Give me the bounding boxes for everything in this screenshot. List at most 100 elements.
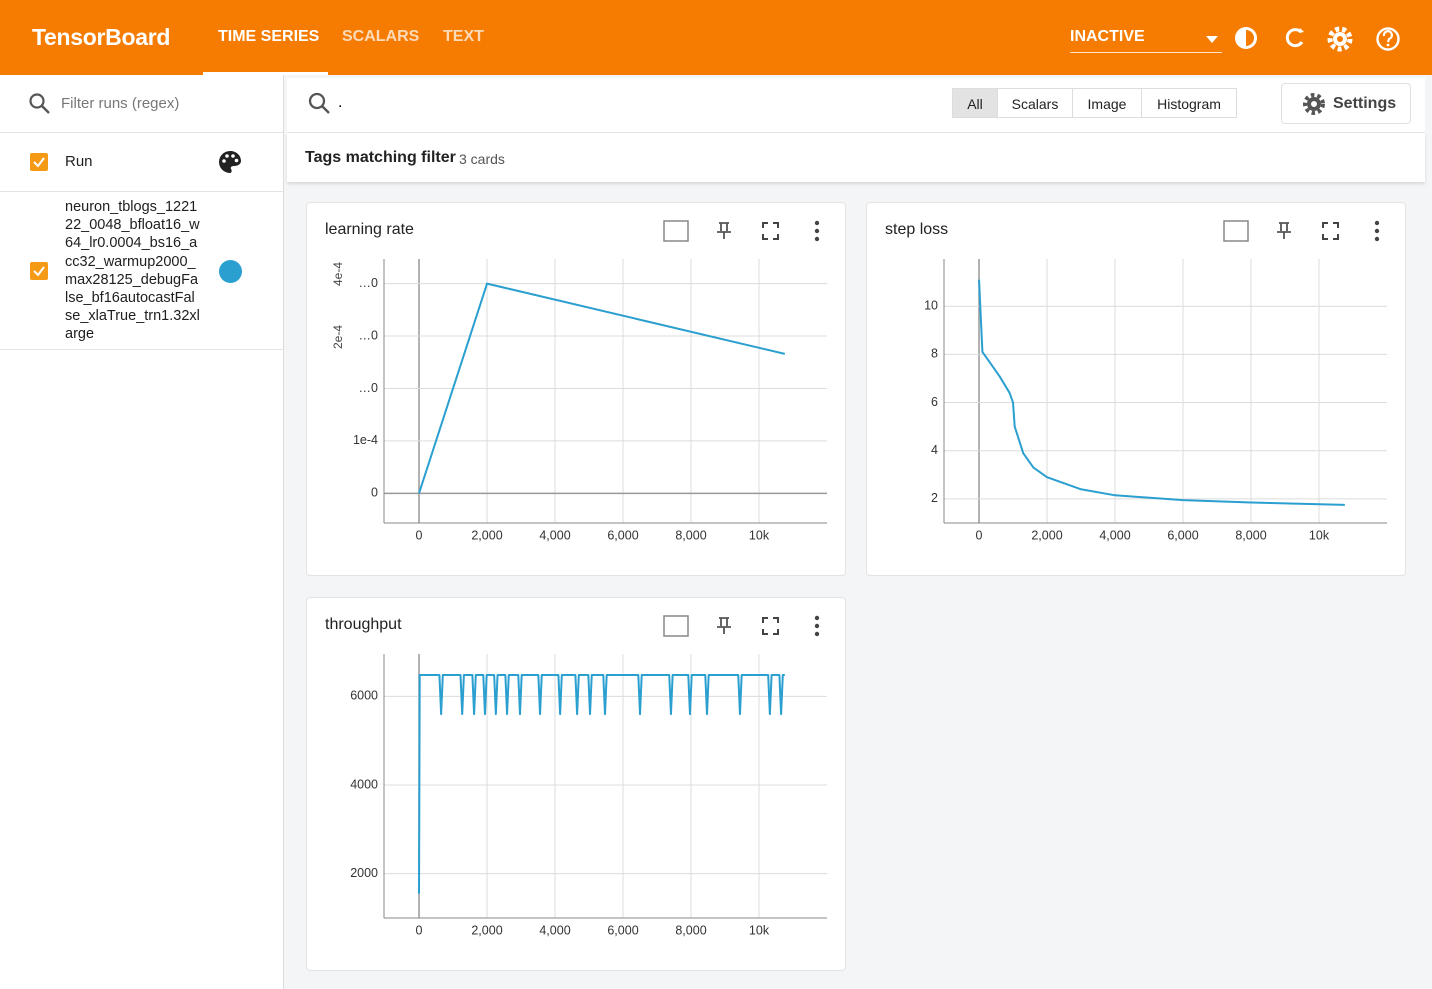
- help-icon[interactable]: [1376, 27, 1400, 51]
- menu-dot: [814, 623, 820, 629]
- search-icon: [29, 93, 50, 114]
- fullscreen-icon: [762, 617, 779, 635]
- filter-button[interactable]: Image: [1073, 88, 1142, 118]
- summary-label: Tags matching filter: [305, 149, 456, 166]
- x-tick-label: 8,000: [1235, 528, 1266, 542]
- chart-card: step loss 0 2,000 4,000 6,000 8,000 10k 2 4 6 8 10: [866, 202, 1406, 576]
- x-tick-label: 10k: [1309, 528, 1330, 542]
- y-tick-label: 2: [931, 491, 938, 505]
- settings-icon: [1303, 93, 1325, 115]
- x-tick-label: 0: [416, 528, 423, 542]
- y-tick-label: …0: [359, 381, 379, 395]
- settings-button[interactable]: Settings: [1281, 83, 1411, 124]
- toolbar: . All Scalars Image Histogram Settings: [287, 78, 1425, 133]
- menu-dot: [814, 631, 820, 637]
- y-tick-label: 6: [931, 395, 938, 409]
- filter-button[interactable]: Scalars: [998, 88, 1073, 118]
- x-tick-label: 6,000: [607, 923, 638, 937]
- menu-dot: [814, 236, 820, 242]
- reload-status[interactable]: INACTIVE: [1070, 28, 1145, 45]
- x-tick-label: 4,000: [539, 528, 570, 542]
- menu-dot: [814, 228, 820, 234]
- refresh-arrow: [1299, 28, 1304, 33]
- pin-icon: [717, 222, 731, 239]
- dropdown-underline: [1070, 52, 1222, 53]
- menu-dot: [1374, 228, 1380, 234]
- fit-icon[interactable]: [663, 615, 689, 637]
- card-count: 3 cards: [459, 151, 505, 167]
- menu-dot: [1374, 236, 1380, 242]
- x-tick-label: 6,000: [1167, 528, 1198, 542]
- x-tick-label: 10k: [749, 923, 770, 937]
- header-icons: [1206, 26, 1400, 52]
- y-tick-label: …0: [359, 276, 379, 290]
- y-tick-label: 4: [931, 443, 938, 457]
- x-tick-label: 8,000: [675, 923, 706, 937]
- settings-icon[interactable]: [1327, 26, 1353, 52]
- run-checkbox[interactable]: [30, 262, 48, 280]
- summary-bar: Tags matching filter 3 cards: [287, 133, 1425, 182]
- x-tick-label: 2,000: [471, 923, 502, 937]
- sidebar: Filter runs (regex) Run neuron_tblogs_12…: [0, 75, 284, 989]
- tab[interactable]: TIME SERIES: [218, 28, 320, 45]
- run-row: neuron_tblogs_122122_0048_bfloat16_w64_l…: [0, 192, 283, 350]
- run-column-header: Run: [65, 153, 93, 170]
- clipped-axis-label: 4e-4: [331, 262, 345, 286]
- run-header: Run: [0, 132, 283, 192]
- y-tick-label: 10: [924, 299, 938, 313]
- series-line: [978, 279, 1345, 506]
- x-tick-label: 10k: [749, 528, 770, 542]
- menu-dot: [1374, 220, 1380, 226]
- chart-title: throughput: [325, 616, 402, 633]
- y-tick-label: 6000: [350, 689, 378, 703]
- chart-title: learning rate: [325, 221, 414, 238]
- chart-card: throughput 0 2,000 4,000 6,000 8,000 10k 2000 40…: [306, 597, 846, 971]
- dropdown-arrow[interactable]: [1206, 36, 1218, 43]
- header: TensorBoard TIME SERIES SCALARS TEXT INA…: [0, 0, 1432, 75]
- tab[interactable]: TEXT: [443, 28, 484, 45]
- refresh-icon[interactable]: [1285, 28, 1304, 48]
- x-tick-label: 4,000: [539, 923, 570, 937]
- clipped-axis-label: 2e-4: [331, 325, 345, 349]
- run-color[interactable]: [219, 260, 242, 283]
- chart-title: step loss: [885, 221, 948, 238]
- x-tick-label: 8,000: [675, 528, 706, 542]
- tab-indicator: [203, 72, 328, 75]
- theme-icon[interactable]: [1235, 27, 1257, 49]
- y-tick-label: 1e-4: [353, 433, 378, 447]
- select-all-checkbox[interactable]: [30, 153, 48, 171]
- app-title[interactable]: TensorBoard: [32, 24, 171, 50]
- chart: throughput 0 2,000 4,000 6,000 8,000 10k 2000 40…: [325, 615, 827, 937]
- run-name: neuron_tblogs_122122_0048_bfloat16_w64_l…: [65, 199, 200, 343]
- chart: step loss 0 2,000 4,000 6,000 8,000 10k 2 4 6 8 10: [885, 220, 1387, 542]
- y-tick-label: …0: [359, 328, 379, 342]
- menu-dot: [814, 615, 820, 621]
- x-tick-label: 2,000: [471, 528, 502, 542]
- filter-button[interactable]: Histogram: [1142, 88, 1237, 118]
- x-tick-label: 6,000: [607, 528, 638, 542]
- chart-card: learning rate 0 2,000 4,000 6,000 8,000 10k 0 1e…: [306, 202, 846, 576]
- x-tick-label: 4,000: [1099, 528, 1130, 542]
- fullscreen-icon: [1322, 222, 1339, 240]
- fit-icon[interactable]: [1223, 220, 1249, 242]
- settings-label: Settings: [1333, 95, 1397, 112]
- y-tick-label: 8: [931, 347, 938, 361]
- fit-icon[interactable]: [663, 220, 689, 242]
- tab[interactable]: SCALARS: [342, 28, 420, 45]
- run-filter[interactable]: Filter runs (regex): [0, 75, 283, 133]
- search-icon: [308, 92, 330, 114]
- palette-icon[interactable]: [218, 150, 242, 174]
- y-tick-label: 4000: [350, 777, 378, 791]
- y-tick-label: 2000: [350, 866, 378, 880]
- filter-placeholder: Filter runs (regex): [61, 95, 180, 112]
- filter-button[interactable]: All: [952, 88, 998, 118]
- series-line: [418, 674, 785, 894]
- x-tick-label: 0: [416, 923, 423, 937]
- series-line: [418, 282, 786, 494]
- fullscreen-icon: [762, 222, 779, 240]
- x-tick-label: 0: [976, 528, 983, 542]
- pin-icon: [717, 617, 731, 634]
- tag-query[interactable]: .: [338, 94, 343, 111]
- pin-icon: [1277, 222, 1291, 239]
